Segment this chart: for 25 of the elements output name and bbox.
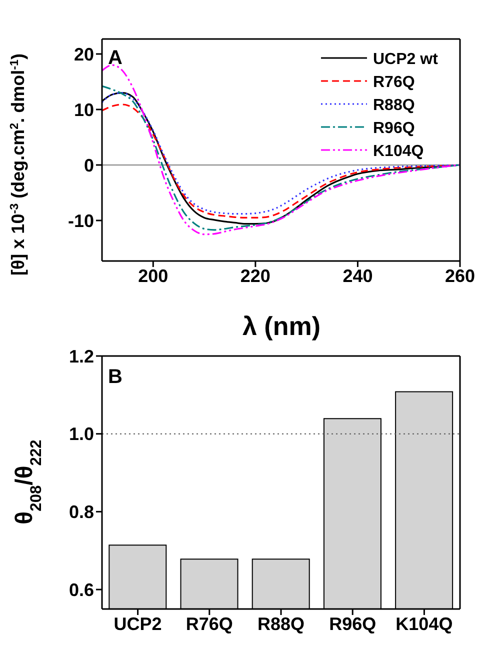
y-tick-label: -10 <box>68 210 94 231</box>
annotation: A <box>108 47 122 69</box>
y-tick-label: 10 <box>74 100 94 120</box>
legend-label: R96Q <box>373 120 415 137</box>
legend-label: R88Q <box>373 97 415 114</box>
annotation: B <box>108 366 122 388</box>
y-tick-label: 0 <box>84 155 94 176</box>
y-tick-label: 0.8 <box>68 502 94 522</box>
x-tick-label: 200 <box>138 266 168 286</box>
x-tick-label: R96Q <box>329 614 376 634</box>
x-tick-label: K104Q <box>396 614 453 634</box>
x-tick-label: UCP2 <box>114 614 162 634</box>
y-tick-label: 20 <box>74 44 94 64</box>
legend-label: R76Q <box>373 74 415 91</box>
legend-label: K104Q <box>373 143 424 160</box>
y-tick-label: 1.0 <box>68 424 94 444</box>
x-tick-label: R76Q <box>186 614 233 634</box>
legend-label: UCP2 wt <box>373 51 439 68</box>
y-tick-label: 0.6 <box>68 580 94 600</box>
x-tick-label: 240 <box>342 266 373 286</box>
x-axis-title: λ (nm) <box>242 311 320 341</box>
x-tick-label: 260 <box>444 266 476 286</box>
x-tick-label: 220 <box>240 266 270 286</box>
y-tick-label: 1.2 <box>68 346 94 366</box>
x-tick-label: R88Q <box>257 614 305 634</box>
